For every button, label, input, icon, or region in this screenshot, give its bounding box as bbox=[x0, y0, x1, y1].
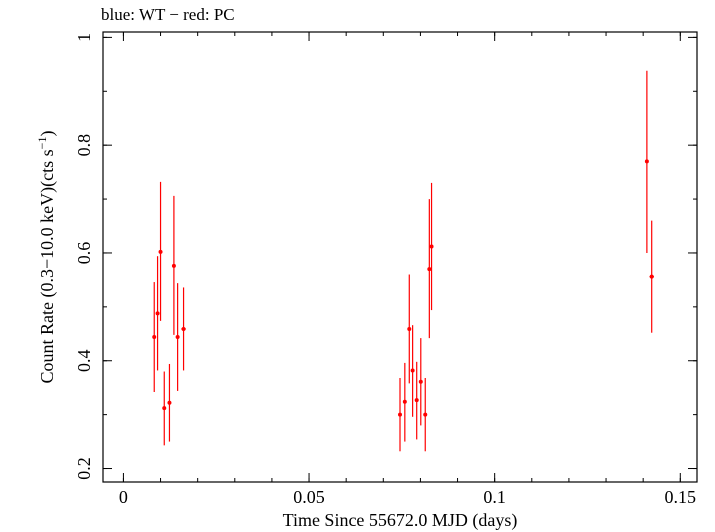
y-axis-label-exponent: −1 bbox=[35, 137, 49, 150]
data-point bbox=[429, 244, 434, 249]
data-point bbox=[649, 274, 654, 279]
x-axis-label: Time Since 55672.0 MJD (days) bbox=[283, 510, 518, 531]
y-axis-label-main: Count Rate (0.3−10.0 keV)(cts s bbox=[37, 149, 58, 383]
data-point bbox=[418, 379, 423, 384]
y-axis: 0.2 0.4 0.6 0.8 1 bbox=[74, 33, 697, 480]
data-point bbox=[414, 398, 419, 403]
plot-frame bbox=[102, 31, 698, 483]
y-axis-label-close: ) bbox=[37, 131, 58, 137]
x-tick-label: 0.1 bbox=[483, 487, 506, 507]
data-point bbox=[158, 249, 163, 254]
x-axis: 0 0.05 0.1 0.15 bbox=[119, 32, 696, 507]
data-point bbox=[402, 399, 407, 404]
data-point bbox=[175, 335, 180, 340]
data-point bbox=[162, 406, 167, 411]
x-tick-label: 0.05 bbox=[293, 487, 325, 507]
data-point bbox=[423, 412, 428, 417]
y-tick-label: 0.4 bbox=[74, 349, 94, 372]
data-point bbox=[407, 326, 412, 331]
data-point bbox=[181, 326, 186, 331]
data-point bbox=[398, 412, 402, 417]
data-point bbox=[410, 368, 415, 373]
data-point bbox=[167, 400, 172, 405]
data-point bbox=[155, 311, 160, 316]
pc-series bbox=[152, 70, 654, 452]
data-point bbox=[152, 335, 157, 340]
y-axis-label: Count Rate (0.3−10.0 keV)(cts s−1) bbox=[35, 131, 58, 384]
x-tick-label: 0 bbox=[119, 487, 128, 507]
chart-title: blue: WT − red: PC bbox=[101, 5, 235, 24]
y-tick-label: 1 bbox=[74, 33, 94, 42]
y-tick-label: 0.8 bbox=[74, 134, 94, 157]
data-point bbox=[427, 267, 432, 272]
x-tick-label: 0.15 bbox=[665, 487, 697, 507]
y-tick-label: 0.2 bbox=[74, 457, 94, 480]
data-point bbox=[644, 159, 649, 164]
data-point bbox=[171, 263, 176, 268]
y-tick-label: 0.6 bbox=[74, 242, 94, 264]
